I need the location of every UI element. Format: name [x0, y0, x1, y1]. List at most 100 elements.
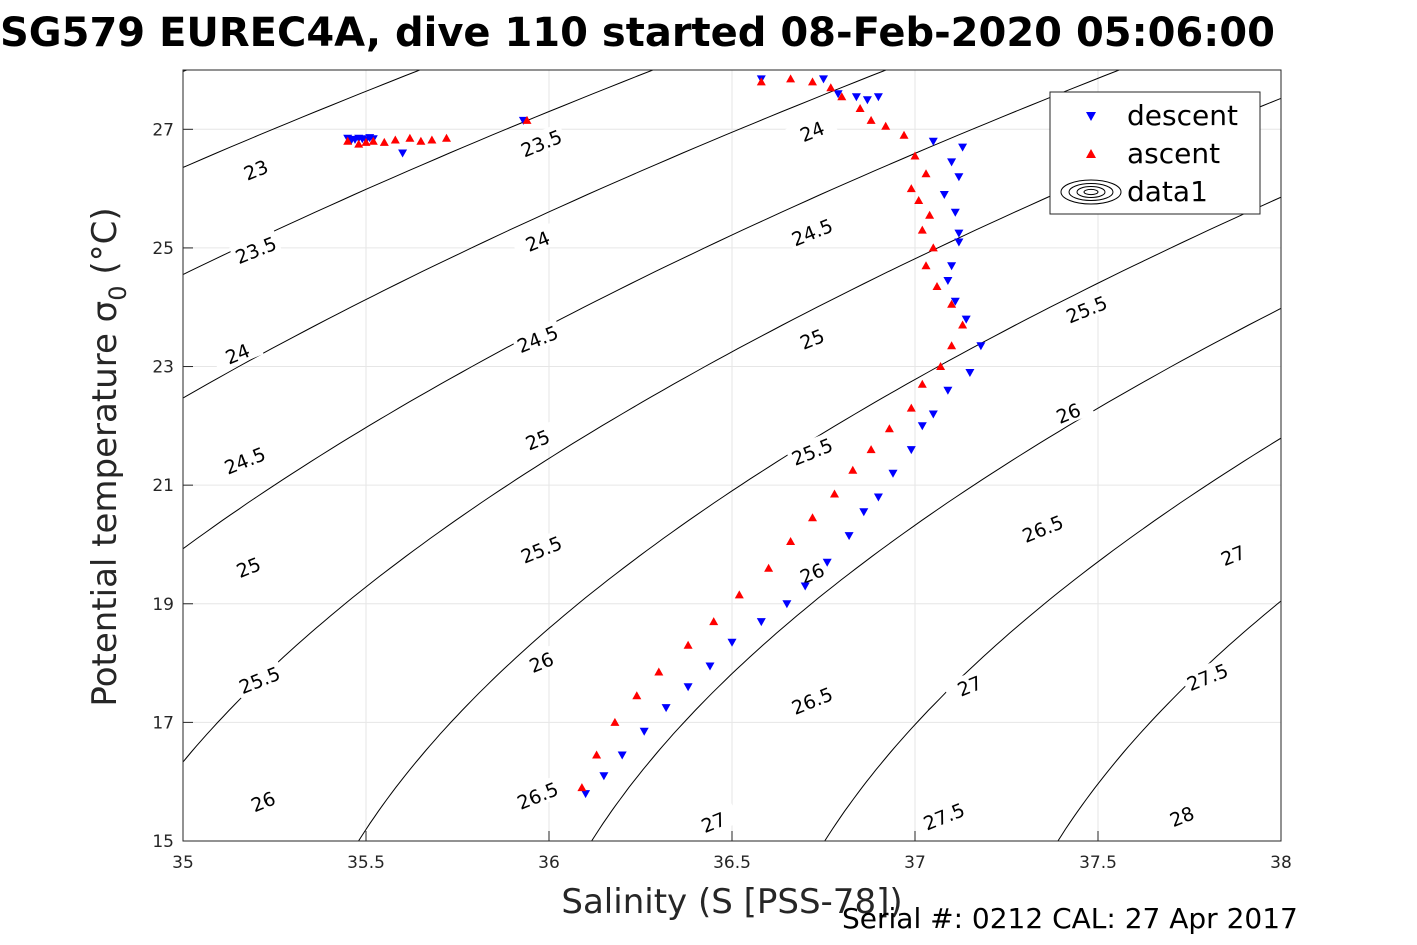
- contour-label: 25: [221, 547, 275, 586]
- ascent-point: [906, 184, 916, 193]
- ascent-point: [925, 210, 935, 219]
- contour-label-bg: [785, 318, 839, 358]
- isopycnal-6: [183, 70, 1120, 550]
- contour-label-bg: [785, 431, 839, 470]
- ascent-point: [764, 563, 774, 572]
- isopycnal-7: [183, 97, 1281, 763]
- legend-descent-label: descent: [1127, 99, 1238, 132]
- ascent-point: [947, 341, 957, 350]
- x-tick-label: 37.5: [1079, 853, 1117, 873]
- contour-label-bg: [210, 333, 264, 373]
- contour-label-bg: [785, 212, 839, 251]
- descent-point: [917, 422, 927, 431]
- isopycnal-9: [591, 307, 1281, 841]
- contour-label-bg: [514, 642, 568, 681]
- descent-point: [954, 173, 964, 182]
- ascent-point: [405, 133, 415, 142]
- descent-point: [822, 558, 832, 567]
- x-tick-label: 38: [1270, 853, 1292, 873]
- ascent-point: [914, 196, 924, 204]
- legend-contour-label: data1: [1127, 175, 1208, 208]
- contour-label-bg: [221, 547, 275, 586]
- contour-label-bg: [785, 680, 839, 719]
- descent-point: [928, 137, 938, 146]
- ascent-point: [786, 537, 796, 545]
- contour-label: 24: [210, 333, 264, 373]
- contour-label: 24: [510, 220, 564, 260]
- density-contours: [183, 70, 1281, 841]
- descent-point: [954, 229, 964, 238]
- y-axis-label-main: Potential temperature σ: [85, 301, 125, 707]
- contour-label-bg: [686, 802, 740, 841]
- ascent-point: [808, 513, 817, 522]
- legend-contour-icon: [1060, 179, 1122, 205]
- descent-point: [961, 315, 971, 324]
- x-tick-label: 37: [904, 853, 926, 873]
- contour-label-bg: [229, 149, 282, 189]
- contour-label-bg: [510, 419, 564, 459]
- descent-point: [928, 410, 938, 419]
- y-axis-ticks: 15 17 19 21 23 25 27: [152, 120, 193, 852]
- descent-point: [947, 158, 957, 167]
- ascent-point: [947, 299, 957, 308]
- descent-point: [599, 772, 609, 781]
- x-tick-label: 35.5: [347, 853, 385, 873]
- y-axis-label-subscript: 0: [104, 285, 132, 300]
- ascent-point: [577, 783, 587, 792]
- ascent-point: [932, 282, 942, 290]
- ascent-point: [786, 74, 796, 83]
- ascent-point: [368, 136, 378, 145]
- descent-point: [943, 277, 953, 285]
- descent-point: [581, 790, 591, 799]
- contour-label-bg: [785, 111, 839, 150]
- ascent-point: [921, 169, 931, 178]
- descent-point: [976, 342, 986, 351]
- ascent-point: [906, 403, 916, 412]
- y-tick-label: 19: [152, 595, 174, 615]
- descent-point: [844, 532, 854, 541]
- contour-label: 27: [942, 665, 996, 705]
- descent-point: [950, 297, 960, 306]
- descent-point: [833, 90, 843, 99]
- descent-point: [617, 751, 627, 760]
- ascent-point: [683, 640, 693, 649]
- x-axis-label: Salinity (S [PSS-78]): [561, 882, 902, 922]
- ascent-point: [881, 121, 891, 130]
- descent-point: [939, 191, 949, 199]
- ascent-point: [379, 137, 389, 146]
- descent-point: [800, 582, 810, 591]
- ascent-point: [921, 261, 931, 270]
- ascent-point: [354, 139, 364, 148]
- descent-point: [705, 662, 715, 671]
- x-tick-label: 36: [538, 853, 560, 873]
- ascent-point: [958, 320, 968, 329]
- contour-label-bg: [229, 229, 282, 269]
- x-tick-label: 36.5: [713, 853, 751, 873]
- ascent-point: [361, 137, 371, 146]
- contour-label-bg: [1041, 392, 1095, 432]
- contour-label: 23: [229, 149, 282, 189]
- descent-point: [965, 369, 975, 377]
- descent-point: [950, 208, 960, 217]
- descent-point: [873, 493, 883, 502]
- ascent-point: [654, 667, 664, 676]
- ascent-point: [866, 115, 876, 124]
- y-tick-label: 21: [152, 476, 174, 496]
- descent-point: [851, 93, 861, 102]
- isopycnal-8: [358, 196, 1281, 841]
- descent-point: [862, 96, 872, 105]
- ascent-point: [522, 115, 532, 124]
- descent-point: [683, 683, 693, 692]
- contour-label-bg: [510, 318, 564, 358]
- ascent-point: [808, 77, 817, 86]
- legend-descent-marker: [1086, 112, 1096, 121]
- descent-point: [859, 508, 869, 517]
- contour-label-bg: [218, 440, 271, 479]
- descent-point: [954, 238, 964, 247]
- ascent-point: [390, 135, 400, 144]
- ascent-point: [756, 77, 766, 86]
- descent-point: [639, 727, 649, 736]
- descent-point: [782, 600, 792, 609]
- y-tick-label: 27: [152, 120, 174, 140]
- isopycnal-10: [824, 437, 1281, 841]
